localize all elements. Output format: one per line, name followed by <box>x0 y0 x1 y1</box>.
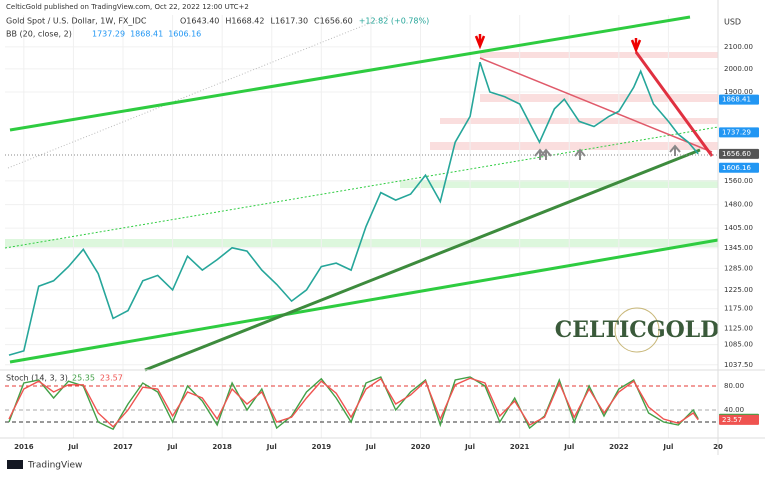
price-badge-label: 1606.16 <box>722 164 751 172</box>
y-tick-label: 40.00 <box>724 406 744 414</box>
indicator-name: BB (20, close, 2) <box>6 30 72 39</box>
indicator-value: 1737.29 <box>92 30 125 39</box>
resistance-zone <box>480 52 718 58</box>
ohlc-value: L1617.30 <box>271 17 309 26</box>
trend-line <box>9 238 719 364</box>
price-badge-label: 1737.29 <box>722 128 751 136</box>
trend-line <box>479 57 713 153</box>
x-tick-label: 2022 <box>609 443 629 451</box>
y-tick-label: 1285.00 <box>724 264 753 272</box>
trend-line <box>7 14 391 169</box>
y-tick-label: 1175.00 <box>724 305 753 313</box>
y-tick-label: 1085.00 <box>724 341 753 349</box>
price-badge-label: 1868.41 <box>722 96 751 104</box>
stoch-title: Stoch (14, 3, 3) <box>6 374 68 383</box>
price-badge <box>719 127 759 138</box>
price-badge <box>719 162 759 173</box>
series-line <box>8 61 699 356</box>
arrow <box>669 144 681 156</box>
x-tick-label: Jul <box>662 443 673 451</box>
trend-line <box>4 126 719 249</box>
trend-line <box>9 15 691 132</box>
price-badge <box>719 414 759 425</box>
y-tick-label: 1480.00 <box>724 201 753 209</box>
series-line <box>8 377 699 428</box>
watermark: CELTICGOLD <box>555 317 720 343</box>
y-tick-label: 1037.50 <box>724 361 753 369</box>
x-tick-label: 2021 <box>510 443 530 451</box>
axis-unit: USD <box>724 18 741 27</box>
resistance-zone <box>480 94 718 102</box>
price-badge <box>719 148 759 159</box>
y-tick-label: 80.00 <box>724 382 744 390</box>
ohlc-value: C1656.60 <box>314 17 353 26</box>
price-badge <box>719 94 759 105</box>
stoch-value: 23.57 <box>100 374 123 383</box>
x-tick-label: 2017 <box>113 443 133 451</box>
trend-line <box>144 148 701 372</box>
ohlc-value: O1643.40 <box>180 17 219 26</box>
indicator-value: 1606.16 <box>168 30 201 39</box>
x-tick-label: 2020 <box>411 443 431 451</box>
chart-title: Gold Spot / U.S. Dollar, 1W, FX_IDC <box>6 17 147 26</box>
arrow <box>534 148 552 160</box>
publisher: CelticGold published on TradingView.com,… <box>6 3 249 11</box>
x-tick-label: Jul <box>67 443 78 451</box>
y-tick-label: 1560.00 <box>724 177 753 185</box>
x-tick-label: 2016 <box>14 443 34 451</box>
y-tick-label: 2000.00 <box>724 65 753 73</box>
x-tick-label: Jul <box>464 443 475 451</box>
support-zone <box>5 239 718 247</box>
arrow <box>474 34 486 50</box>
support-zone <box>400 180 718 188</box>
logo-ring <box>614 307 660 353</box>
y-tick-label: 1125.00 <box>724 324 753 332</box>
stoch-value: 25.35 <box>72 374 95 383</box>
ohlc-value: +12.82 (+0.78%) <box>359 17 430 26</box>
resistance-zone <box>430 142 718 150</box>
y-tick-label: 1405.00 <box>724 224 753 232</box>
x-tick-label: Jul <box>167 443 178 451</box>
arrow <box>574 148 586 160</box>
ohlc-value: H1668.42 <box>225 17 264 26</box>
x-tick-label: Jul <box>266 443 277 451</box>
price-badge-label: 1656.60 <box>722 150 751 158</box>
indicator-value: 1868.41 <box>130 30 163 39</box>
x-tick-label: Jul <box>563 443 574 451</box>
x-tick-label: 2018 <box>212 443 232 451</box>
footer: TradingView <box>27 461 82 471</box>
x-tick-label: 20 <box>713 443 723 451</box>
arrow <box>630 38 642 54</box>
y-tick-label: 2100.00 <box>724 43 753 51</box>
y-tick-label: 1345.00 <box>724 244 753 252</box>
footer-logo <box>7 460 23 469</box>
price-badge-label: 23.57 <box>722 416 742 424</box>
y-tick-label: 1900.00 <box>724 88 753 96</box>
y-tick-label: 1225.00 <box>724 286 753 294</box>
x-tick-label: Jul <box>365 443 376 451</box>
trend-line <box>634 51 714 157</box>
x-tick-label: 2019 <box>312 443 332 451</box>
